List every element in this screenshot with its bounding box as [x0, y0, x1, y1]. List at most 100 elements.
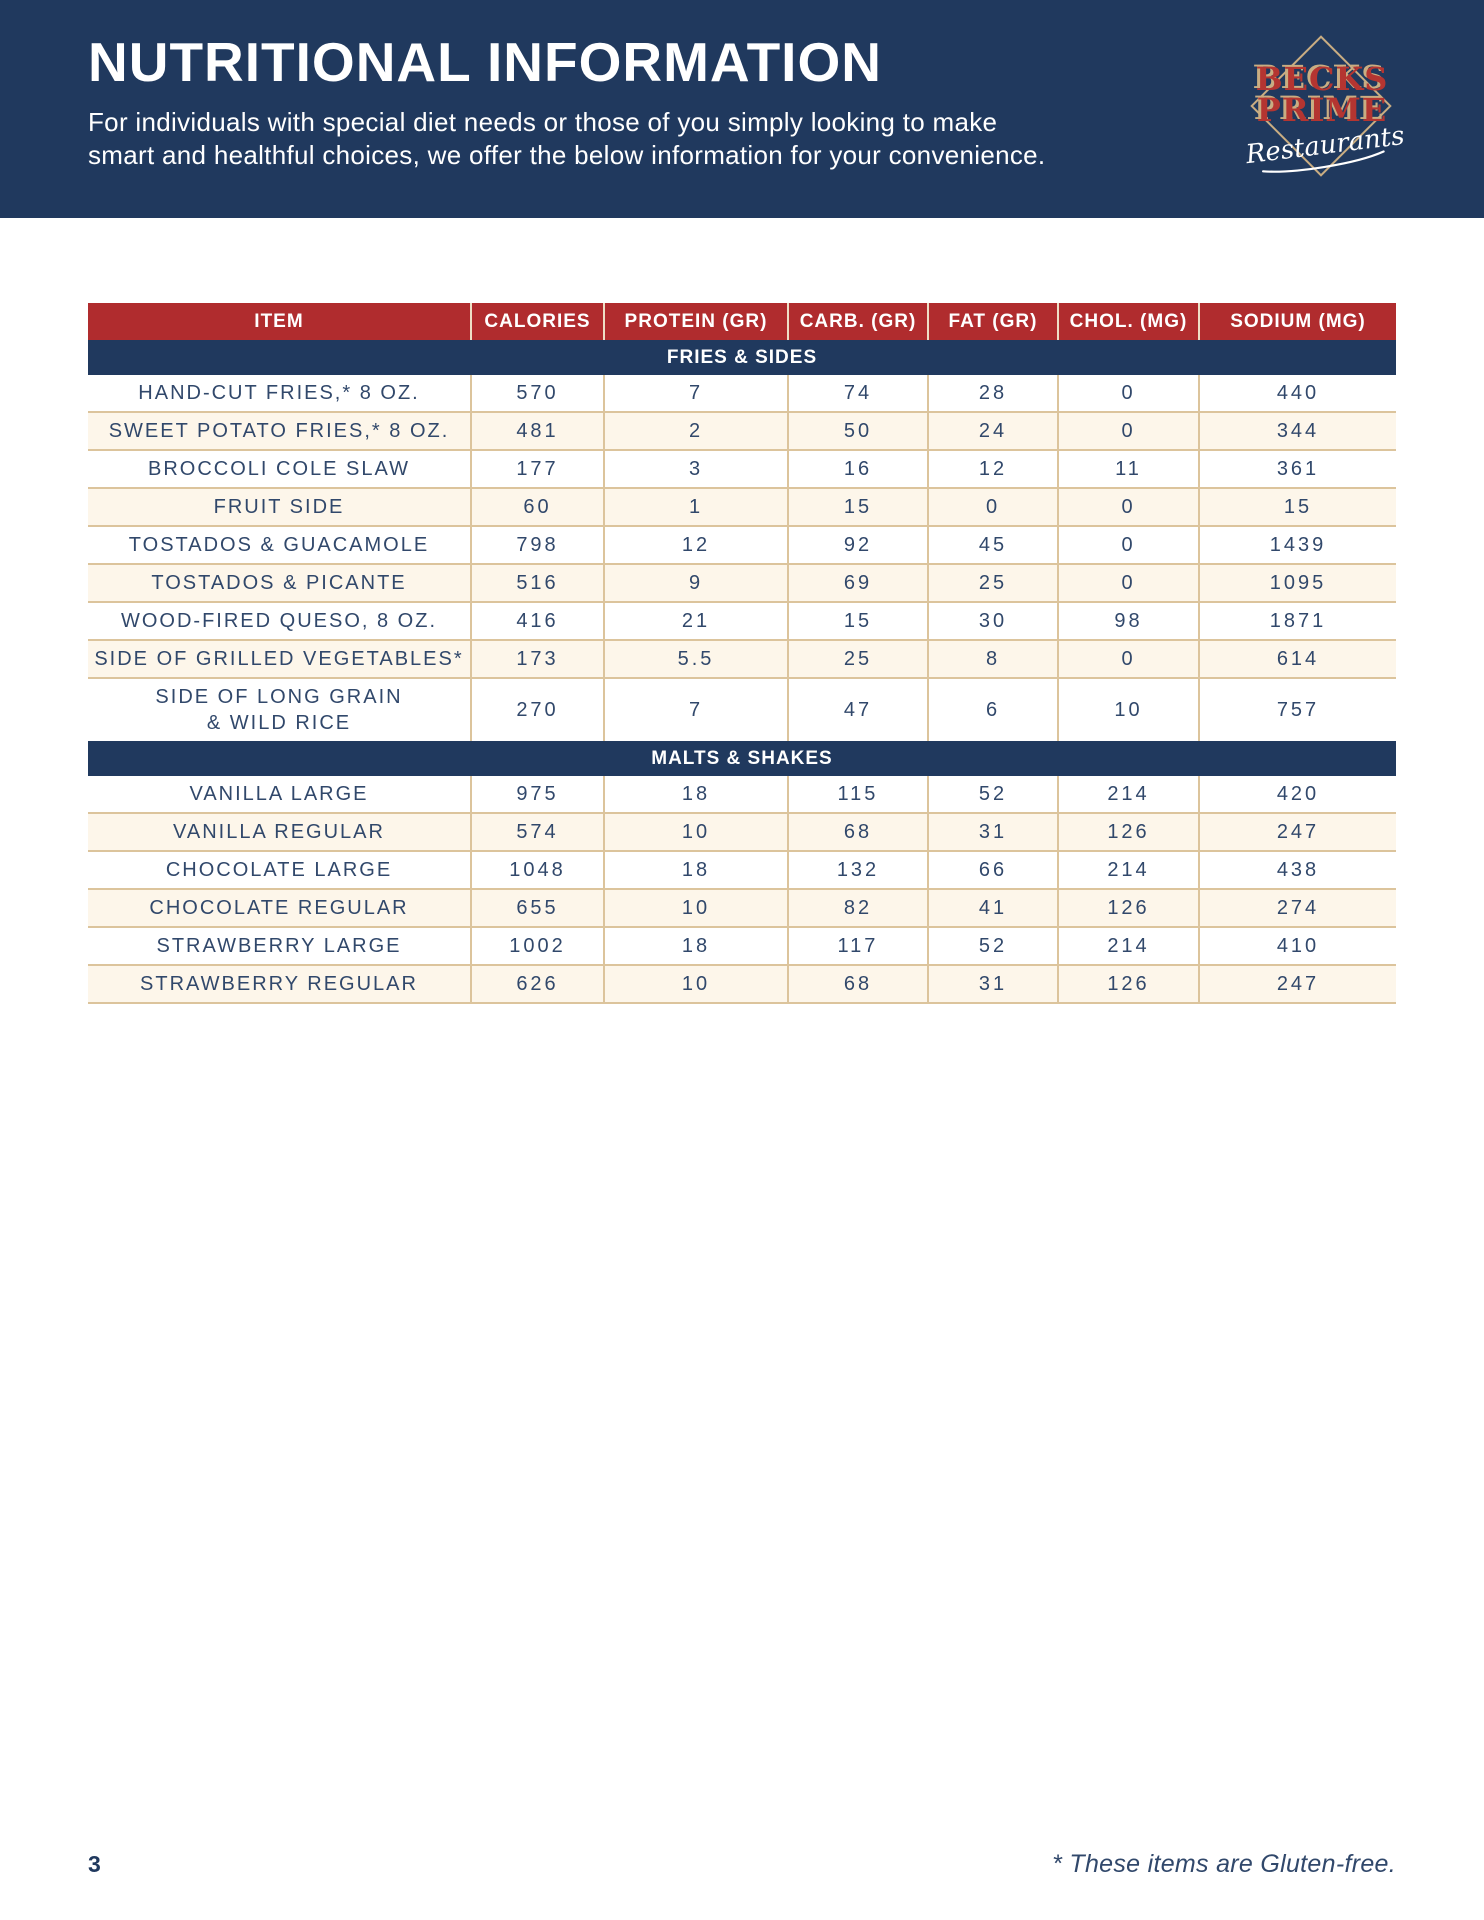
value-cell-sodium-mg: 440 — [1276, 381, 1320, 404]
section-title: FRIES & SIDES — [88, 340, 1396, 375]
value-cell-sodium-mg: 15 — [1199, 487, 1396, 526]
value-cell-sodium-mg: 1095 — [1199, 563, 1396, 602]
value-cell-calories: 1002 — [471, 926, 605, 965]
item-cell: WOOD-FIRED QUESO, 8 OZ. — [88, 601, 472, 640]
item-cell: SIDE OF LONG GRAIN & WILD RICE — [88, 677, 472, 741]
value-cell-sodium-mg: 344 — [1199, 411, 1396, 450]
value-cell-calories: 975 — [471, 776, 605, 813]
value-cell-calories: 655 — [471, 888, 605, 927]
item-cell: VANILLA LARGE — [88, 776, 472, 813]
value-cell-chol-mg: 126 — [1058, 812, 1200, 851]
item-cell: HAND-CUT FRIES,* 8 OZ. — [88, 375, 472, 412]
value-cell-protein-gr: 7 — [604, 375, 789, 412]
page-number: 3 — [88, 1851, 101, 1877]
value-cell-protein-gr: 18 — [604, 926, 789, 965]
table-row: HAND-CUT FRIES,* 8 OZ. 570 7 74 28 0 440 — [88, 375, 1396, 412]
header-text-block: NUTRITIONAL INFORMATION For individuals … — [0, 0, 1484, 172]
item-cell: STRAWBERRY LARGE — [88, 926, 472, 965]
logo-text-prime: PRIME — [1256, 91, 1388, 129]
value-cell-fat-gr: 66 — [928, 850, 1059, 889]
item-cell: FRUIT SIDE — [88, 487, 472, 526]
table-row: STRAWBERRY REGULAR 626 10 68 31 126 247 — [88, 964, 1396, 1004]
value-cell-protein-gr: 3 — [604, 449, 789, 488]
value-cell-calories: 1048 — [471, 850, 605, 889]
page-title: NUTRITIONAL INFORMATION — [88, 31, 882, 93]
value-cell-sodium-mg: 757 — [1199, 677, 1396, 741]
section-header-row-malts-shakes: MALTS & SHAKES — [88, 741, 1396, 776]
value-cell-fat-gr: 6 — [928, 677, 1059, 741]
value-cell-sodium-mg: 614 — [1199, 639, 1396, 678]
value-cell-carb-gr: 82 — [788, 888, 929, 927]
item-cell: VANILLA REGULAR — [88, 812, 472, 851]
value-cell-chol-mg: 0 — [1058, 563, 1200, 602]
table-row: BROCCOLI COLE SLAW 177 3 16 12 11 361 — [88, 449, 1396, 488]
page-header: NUTRITIONAL INFORMATION For individuals … — [0, 0, 1484, 218]
item-cell: CHOCOLATE REGULAR — [88, 888, 472, 927]
table-row: WOOD-FIRED QUESO, 8 OZ. 416 21 15 30 98 1871 — [88, 601, 1396, 640]
value-cell-chol-mg: 11 — [1058, 449, 1200, 488]
value-cell-carb-gr: 92 — [788, 525, 929, 564]
value-cell-sodium-mg: 1871 — [1199, 601, 1396, 640]
value-cell-protein-gr: 1 — [604, 487, 789, 526]
value-cell-calories: 574 — [471, 812, 605, 851]
value-cell-carb-gr: 115 — [788, 776, 929, 813]
section-header-row-fries-sides: FRIES & SIDES — [88, 340, 1396, 375]
table-header: ITEM CALORIES PROTEIN (GR) CARB. (GR) FAT (G… — [88, 303, 1396, 340]
nutrition-table: ITEM CALORIES PROTEIN (GR) CARB. (GR) FAT (G… — [88, 303, 1396, 1004]
value-cell-chol-mg: 214 — [1058, 850, 1200, 889]
logo-text-becks: BECKS — [1255, 60, 1389, 98]
item-cell: BROCCOLI COLE SLAW — [88, 449, 472, 488]
column-header-row: ITEM CALORIES PROTEIN (GR) CARB. (GR) FAT (G… — [88, 303, 1396, 340]
value-cell-sodium-mg: 438 — [1199, 850, 1396, 889]
value-cell-calories: 481 — [471, 411, 605, 450]
value-cell-carb-gr: 132 — [788, 850, 929, 889]
value-cell-protein-gr: 10 — [604, 888, 789, 927]
value-cell-carb-gr: 15 — [788, 601, 929, 640]
column-header-fat-gr: FAT (GR) — [928, 303, 1059, 340]
value-cell-calories: 270 — [471, 677, 605, 741]
value-cell-carb-gr: 50 — [788, 411, 929, 450]
value-cell-fat-gr: 28 — [928, 375, 1059, 412]
value-cell-fat-gr: 41 — [928, 888, 1059, 927]
value-cell-carb-gr: 25 — [788, 639, 929, 678]
value-cell-chol-mg: 0 — [1058, 487, 1200, 526]
value-cell-protein-gr: 18 — [604, 850, 789, 889]
value-cell-carb-gr: 68 — [788, 812, 929, 851]
value-cell-calories: 60 — [471, 487, 605, 526]
value-cell-carb-gr: 15 — [788, 487, 929, 526]
column-header-sodium-mg: SODIUM (MG) — [1199, 303, 1396, 340]
table-row: CHOCOLATE REGULAR 655 10 82 41 126 274 — [88, 888, 1396, 927]
value-cell-protein-gr: 10 — [604, 812, 789, 851]
value-cell-fat-gr: 0 — [928, 487, 1059, 526]
gluten-free-footnote: * These items are Gluten-free. — [1052, 1850, 1396, 1878]
page-subtitle: For individuals with special diet needs … — [88, 106, 1484, 172]
value-cell-sodium-mg: 247 — [1199, 964, 1396, 1004]
column-header-chol-mg: CHOL. (MG) — [1058, 303, 1200, 340]
value-cell-protein-gr: 5.5 — [604, 639, 789, 678]
value-cell-carb-gr: 16 — [788, 449, 929, 488]
value-cell-calories: 416 — [471, 601, 605, 640]
value-cell-calories: 798 — [471, 525, 605, 564]
value-cell-protein-gr: 18 — [604, 776, 789, 813]
value-cell-protein-gr: 9 — [604, 563, 789, 602]
value-cell-calories: 626 — [471, 964, 605, 1004]
value-cell-chol-mg: 214 — [1058, 776, 1200, 813]
value-cell-chol-mg: 126 — [1058, 888, 1200, 927]
value-cell-sodium-mg: 410 — [1199, 926, 1396, 965]
column-header-carb-gr: CARB. (GR) — [788, 303, 929, 340]
table-body: FRIES & SIDES HAND-CUT FRIES,* 8 OZ. 570 7 7… — [88, 340, 1396, 1004]
value-cell-fat-gr: 52 — [928, 776, 1059, 813]
value-cell-chol-mg: 0 — [1058, 525, 1200, 564]
value-cell-fat-gr: 31 — [928, 812, 1059, 851]
item-cell: STRAWBERRY REGULAR — [88, 964, 472, 1004]
value-cell-calories: 516 — [471, 563, 605, 602]
value-cell-fat-gr: 31 — [928, 964, 1059, 1004]
becks-prime-logo: BECKS PRIME Restaurants — [1244, 20, 1406, 195]
value-cell-fat-gr: 25 — [928, 563, 1059, 602]
value-cell-protein-gr: 2 — [604, 411, 789, 450]
value-cell-carb-gr: 68 — [788, 964, 929, 1004]
value-cell-fat-gr: 45 — [928, 525, 1059, 564]
value-cell-protein-gr: 12 — [604, 525, 789, 564]
item-cell: CHOCOLATE LARGE — [88, 850, 472, 889]
value-cell-calories: 173 — [471, 639, 605, 678]
